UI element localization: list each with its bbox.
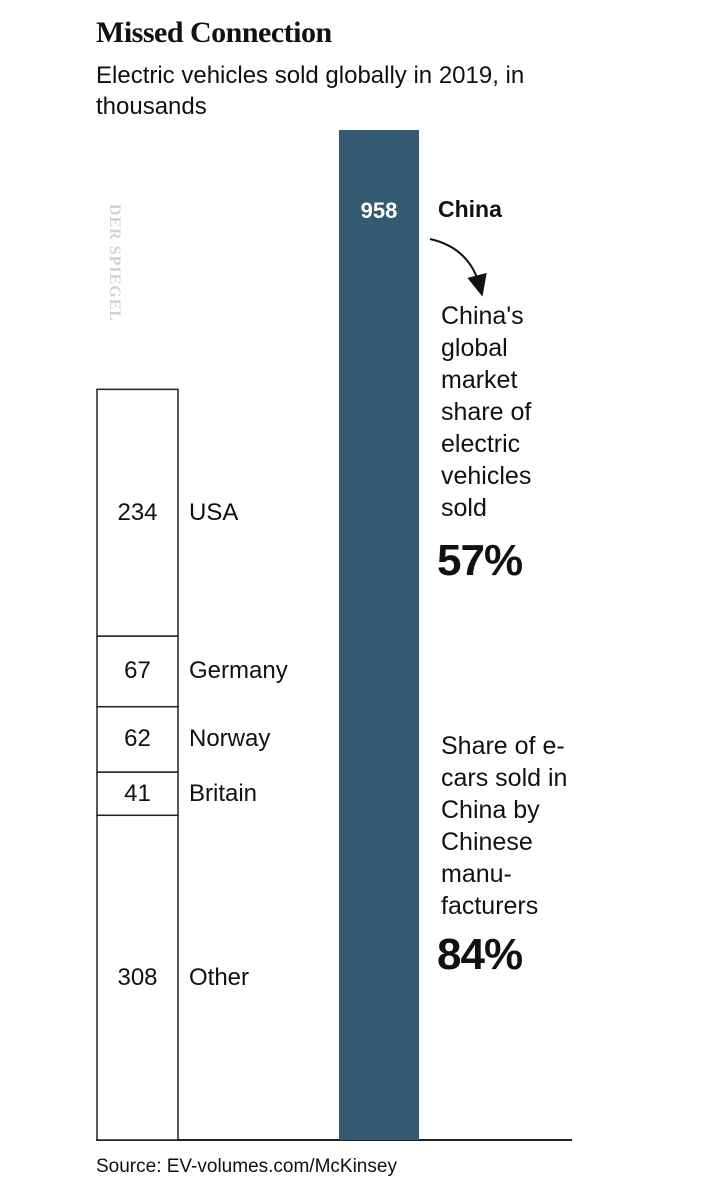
annotation-market-share-text: China's global market share of electric …	[441, 302, 532, 522]
category-label-germany: Germany	[189, 657, 288, 685]
bar-segment-germany	[96, 635, 179, 708]
chart-subtitle: Electric vehicles sold globally in 2019,…	[96, 62, 525, 120]
arrow-icon	[429, 238, 487, 297]
category-label-britain: Britain	[189, 779, 258, 807]
bar-value-germany: 67	[124, 657, 151, 685]
annotation-market-share-value: 57%	[437, 536, 523, 585]
bar-value-britain: 41	[124, 779, 151, 807]
bar-value-china: 958	[360, 198, 398, 223]
bar-segment-norway	[96, 705, 179, 773]
category-label-norway: Norway	[189, 725, 271, 753]
china-label: China	[438, 196, 502, 222]
bar-china	[339, 130, 419, 1140]
bar-value-other: 308	[117, 963, 158, 991]
bar-value-norway: 62	[124, 725, 151, 753]
bar-segment-usa	[96, 388, 179, 637]
category-label-usa: USA	[189, 498, 239, 526]
category-label-other: Other	[189, 963, 250, 991]
annotation-chinese-share-value: 84%	[437, 930, 523, 979]
bar-value-usa: 234	[117, 498, 158, 526]
source-note: Source: EV-volumes.com/McKinsey	[96, 1156, 397, 1177]
annotation-chinese-share-text: Share of e-cars sold in China by Chinese…	[441, 732, 568, 920]
chart-title: Missed Connection	[96, 16, 332, 49]
